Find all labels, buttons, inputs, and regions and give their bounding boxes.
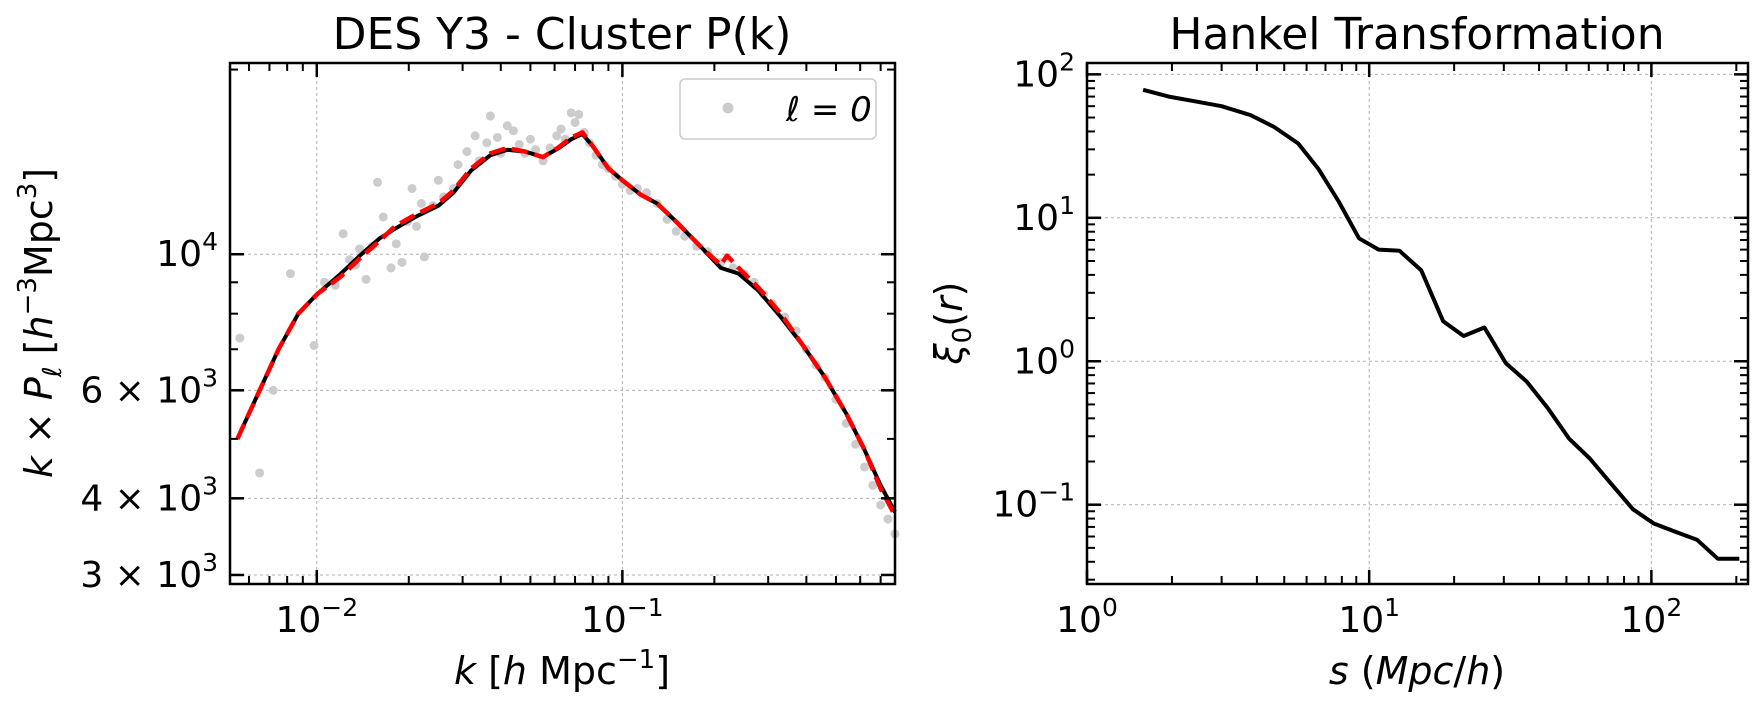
data-point bbox=[285, 269, 295, 279]
chart-title: Hankel Transformation bbox=[1169, 9, 1664, 60]
tick-labels: 100 101 102 10−1 100 101 102 bbox=[992, 47, 1682, 641]
y-axis-label: ξ0(r) bbox=[927, 281, 978, 365]
data-point bbox=[372, 177, 382, 187]
data-point bbox=[868, 480, 878, 490]
data-point bbox=[485, 111, 495, 121]
data-point bbox=[574, 109, 584, 119]
legend: ℓ = 0 bbox=[679, 78, 877, 140]
data-point bbox=[552, 131, 562, 141]
plot-frame bbox=[1085, 61, 1750, 586]
y-tick-label: 101 bbox=[1013, 191, 1075, 239]
scatter-series bbox=[235, 108, 900, 539]
data-point bbox=[433, 175, 443, 185]
data-point bbox=[416, 198, 426, 208]
data-point bbox=[851, 439, 861, 449]
data-point bbox=[508, 126, 518, 136]
data-point bbox=[492, 132, 502, 142]
data-point bbox=[338, 229, 348, 239]
x-tick-label: 102 bbox=[1621, 593, 1683, 641]
chart-title: DES Y3 - Cluster P(k) bbox=[333, 9, 792, 60]
data-point bbox=[235, 333, 245, 343]
data-point bbox=[570, 117, 580, 127]
solid-line bbox=[235, 132, 897, 513]
data-point bbox=[309, 340, 319, 350]
data-point bbox=[566, 108, 576, 118]
legend-label: ℓ = 0 bbox=[785, 90, 872, 130]
tick-marks bbox=[1085, 63, 1748, 584]
dashed-fit-line bbox=[235, 130, 897, 517]
y-tick-label: 102 bbox=[1013, 47, 1075, 95]
data-point bbox=[671, 226, 681, 236]
x-tick-label: 101 bbox=[1338, 593, 1400, 641]
y-tick-label: 10−1 bbox=[992, 478, 1075, 526]
tick-labels: 10−2 10−1 3 × 103 4 × 103 6 × 103 104 bbox=[80, 227, 663, 641]
data-point bbox=[361, 274, 371, 284]
data-point bbox=[386, 263, 396, 273]
data-point bbox=[470, 131, 480, 141]
data-point bbox=[556, 124, 566, 134]
y-tick-label: 4 × 103 bbox=[80, 471, 218, 519]
power-spectrum-panel: 10−2 10−1 3 × 103 4 × 103 6 × 103 104 DES Y3 … bbox=[13, 9, 900, 693]
data-point bbox=[514, 139, 524, 149]
x-tick-label: 10−2 bbox=[275, 593, 358, 641]
x-tick-label: 100 bbox=[1056, 593, 1118, 641]
data-point bbox=[397, 257, 407, 267]
legend-marker bbox=[722, 102, 734, 114]
data-point bbox=[407, 183, 417, 193]
y-tick-label: 104 bbox=[156, 227, 218, 275]
plot-frame bbox=[228, 61, 897, 586]
solid-line bbox=[1142, 87, 1740, 561]
y-tick-label: 3 × 103 bbox=[80, 548, 218, 596]
grid bbox=[230, 63, 895, 584]
data-point bbox=[883, 514, 893, 524]
data-point bbox=[453, 160, 463, 170]
data-point bbox=[482, 138, 492, 148]
hankel-panel: 100 101 102 10−1 100 101 102 Hankel Transforma… bbox=[927, 9, 1750, 693]
data-point bbox=[355, 244, 365, 254]
tick-marks bbox=[230, 63, 895, 584]
legend-box bbox=[679, 78, 877, 140]
line-series bbox=[235, 130, 897, 517]
x-axis-label: k [h Mpc−1] bbox=[454, 645, 670, 693]
data-point bbox=[255, 468, 265, 478]
data-point bbox=[876, 500, 886, 510]
data-point bbox=[502, 121, 512, 131]
x-tick-label: 10−1 bbox=[581, 593, 664, 641]
data-point bbox=[525, 134, 535, 144]
grid bbox=[1087, 63, 1748, 584]
data-point bbox=[419, 252, 429, 262]
data-point bbox=[412, 221, 422, 231]
y-tick-label: 100 bbox=[1013, 334, 1075, 382]
data-point bbox=[268, 385, 278, 395]
data-point bbox=[860, 462, 870, 472]
data-point bbox=[531, 145, 541, 155]
y-axis-label: k × Pℓ [h−3Mpc3] bbox=[13, 168, 68, 478]
data-point bbox=[462, 147, 472, 157]
line-series bbox=[1142, 87, 1740, 561]
y-tick-label: 6 × 103 bbox=[80, 363, 218, 411]
data-point bbox=[378, 212, 388, 222]
data-point bbox=[391, 239, 401, 249]
x-axis-label: s (Mpc/h) bbox=[1329, 649, 1505, 693]
